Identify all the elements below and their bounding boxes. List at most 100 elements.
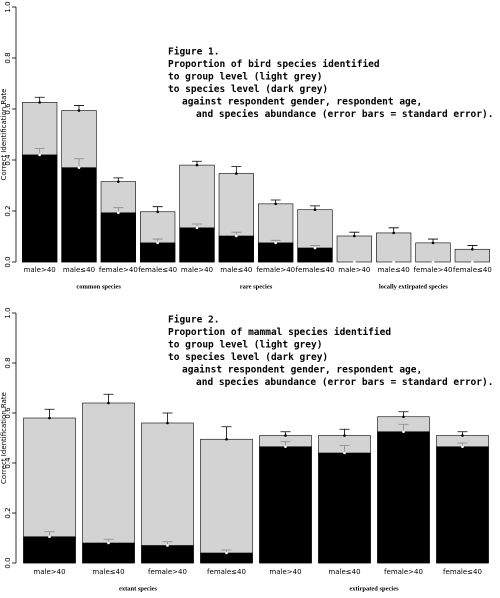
mean-dot — [77, 109, 81, 112]
mean-dot — [166, 544, 169, 547]
chart-title: to species level (dark grey) — [168, 352, 328, 363]
x-tick-label: female≤40 — [207, 568, 246, 576]
mean-dot — [195, 226, 199, 230]
y-tick-label: 0.0 — [4, 256, 12, 267]
y-tick-label: 0.8 — [4, 357, 12, 368]
mean-dot — [38, 153, 41, 157]
mean-dot — [313, 246, 317, 250]
mean-dot — [461, 434, 464, 437]
mean-dot — [77, 166, 81, 169]
mean-dot — [392, 231, 395, 235]
mean-dot — [235, 234, 238, 238]
mean-dot — [353, 260, 356, 264]
y-tick-label: 0.6 — [4, 103, 12, 115]
x-tick-label: female>40 — [148, 568, 187, 576]
x-tick-label: female≤40 — [296, 266, 335, 274]
y-tick-label: 0.4 — [4, 154, 12, 166]
group-label: common species — [76, 283, 121, 290]
x-tick-label: male≤40 — [63, 266, 95, 274]
y-tick-label: 0.8 — [4, 52, 12, 63]
group-label: extirpated species — [349, 585, 399, 592]
x-tick-label: male≤40 — [328, 568, 360, 576]
bar — [415, 242, 451, 263]
mean-dot — [195, 163, 199, 167]
mean-dot — [117, 211, 120, 215]
x-tick-label: female>40 — [256, 266, 295, 274]
bar — [200, 438, 253, 564]
x-tick-label: male>40 — [269, 568, 301, 576]
bar — [61, 167, 97, 263]
x-tick-label: female≤40 — [453, 266, 492, 274]
chart-title: to species level (dark grey) — [168, 84, 328, 95]
bar — [22, 154, 58, 263]
bar — [336, 235, 372, 263]
y-tick-label: 0.2 — [4, 205, 12, 216]
bar — [200, 552, 253, 564]
chart-title: against respondent gender, respondent ag… — [182, 97, 422, 108]
group-label: rare species — [240, 283, 273, 290]
mean-dot — [48, 535, 51, 539]
x-tick-label: female>40 — [384, 568, 423, 576]
x-tick-label: female≤40 — [443, 568, 482, 576]
chart-title: against respondent gender, respondent ag… — [182, 365, 422, 376]
mean-dot — [313, 208, 317, 212]
x-tick-label: male≤40 — [92, 568, 124, 576]
y-tick-label: 0.6 — [4, 407, 12, 419]
bar — [318, 452, 371, 564]
error-bar — [221, 426, 232, 440]
y-tick-label: 0.0 — [4, 557, 12, 568]
y-tick-label: 1.0 — [4, 1, 12, 12]
mean-dot — [107, 401, 110, 405]
y-axis-label: Correct Identification Rate — [0, 89, 8, 181]
bar — [297, 247, 333, 263]
y-tick-label: 1.0 — [4, 307, 12, 318]
mean-dot — [284, 434, 287, 437]
mean-dot — [225, 551, 228, 555]
bar — [23, 536, 76, 564]
bar — [218, 235, 254, 263]
error-bar — [74, 158, 84, 168]
mean-dot — [392, 260, 395, 264]
bar — [82, 542, 135, 564]
mean-dot — [461, 445, 464, 449]
bar — [259, 446, 312, 564]
mean-dot — [166, 421, 169, 425]
bar — [436, 446, 489, 564]
mean-dot — [38, 101, 41, 104]
mean-dot — [471, 247, 474, 251]
bar — [376, 232, 412, 263]
bar — [258, 242, 294, 263]
y-tick-label: 0.4 — [4, 457, 12, 469]
bar — [141, 545, 194, 564]
bar — [454, 248, 490, 263]
y-tick-label: 0.2 — [4, 507, 12, 518]
x-tick-label: female>40 — [414, 266, 453, 274]
x-tick-label: male>40 — [338, 266, 370, 274]
chart-title: and species abundance (error bars = stan… — [196, 377, 493, 388]
mean-dot — [117, 180, 120, 183]
mean-dot — [235, 172, 238, 175]
mean-dot — [353, 234, 356, 238]
mean-dot — [274, 241, 277, 245]
mean-dot — [402, 415, 405, 419]
x-tick-label: male>40 — [24, 266, 56, 274]
bar — [82, 402, 135, 564]
chart-title: to group level (light grey) — [168, 340, 322, 351]
error-bar — [162, 412, 173, 423]
x-tick-label: male≤40 — [220, 266, 252, 274]
mean-dot — [156, 241, 159, 245]
chart-title: Figure 2. — [168, 315, 219, 326]
error-bar — [103, 393, 114, 403]
x-tick-label: male>40 — [33, 568, 65, 576]
y-axis-label: Correct Identification Rate — [0, 392, 8, 484]
mean-dot — [343, 434, 346, 437]
x-tick-label: male≤40 — [378, 266, 410, 274]
mean-dot — [471, 260, 474, 264]
mean-dot — [225, 437, 228, 441]
mean-dot — [48, 416, 51, 420]
bar — [377, 431, 430, 564]
bar — [140, 242, 176, 263]
chart-title: to group level (light grey) — [168, 72, 322, 83]
